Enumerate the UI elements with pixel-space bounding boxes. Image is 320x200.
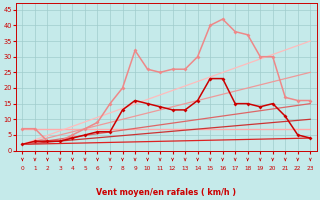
X-axis label: Vent moyen/en rafales ( km/h ): Vent moyen/en rafales ( km/h )	[96, 188, 236, 197]
